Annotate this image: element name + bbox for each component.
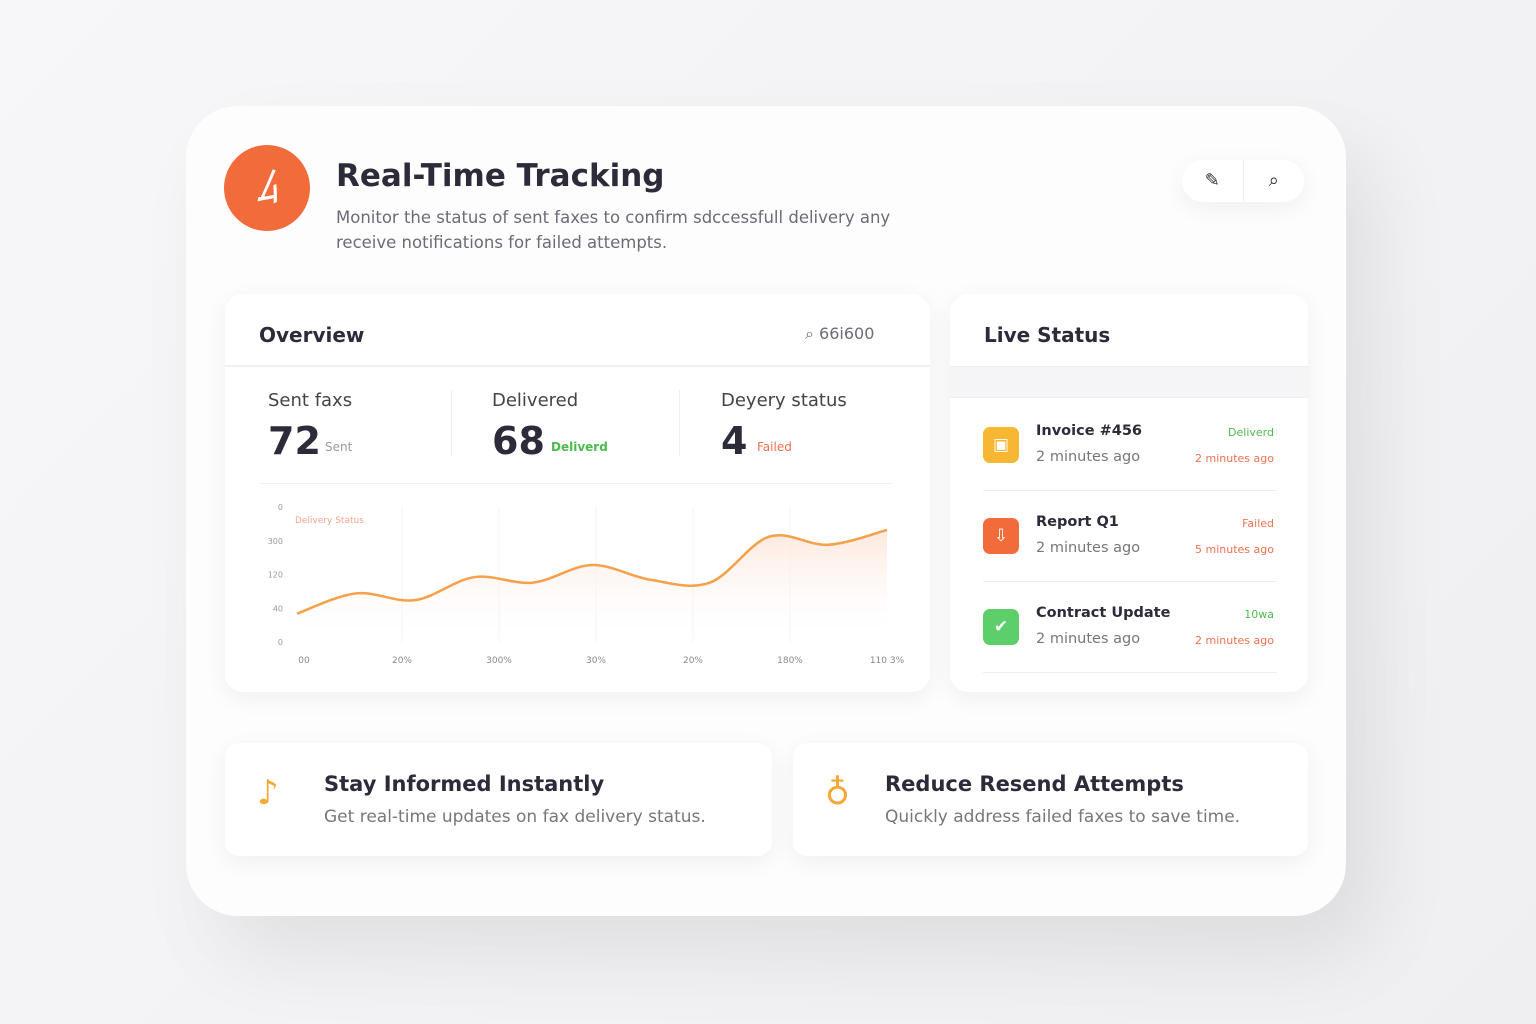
stat-divider	[451, 390, 452, 456]
x-tick-label: 00	[298, 656, 310, 666]
stat-label: Delivered	[492, 390, 579, 411]
line	[296, 528, 888, 615]
feature-text: Get real-time updates on fax delivery st…	[324, 807, 706, 827]
band	[950, 366, 1308, 398]
x-tick-label: 30%	[586, 656, 606, 666]
y-tick-label: 0	[278, 503, 283, 512]
feature-title: Reduce Resend Attempts	[885, 772, 1184, 796]
status-icon: ✔	[983, 609, 1019, 645]
item-status: 10wa	[1244, 608, 1274, 621]
y-tick-label: 300	[268, 537, 283, 546]
status-icon: ▣	[983, 427, 1019, 463]
toolbar: ✎ ⌕	[1182, 160, 1304, 202]
item-status-time: 2 minutes ago	[1195, 634, 1274, 647]
logo: ﾑ	[224, 145, 310, 231]
chart-label: Delivery Status	[295, 516, 364, 526]
x-tick-label: 20%	[392, 656, 412, 666]
stat-divider	[679, 390, 680, 456]
divider	[259, 483, 891, 484]
x-tick-label: 300%	[486, 656, 512, 666]
subtitle: receive notifications for failed attempt…	[336, 233, 668, 252]
item-time: 2 minutes ago	[1036, 449, 1141, 465]
divider	[225, 365, 930, 367]
item-status-time: 5 minutes ago	[1195, 543, 1274, 556]
stat-value: 72	[268, 419, 321, 463]
stat-note: Sent	[325, 440, 353, 454]
overview-title: Overview	[259, 323, 365, 347]
item-divider	[983, 490, 1277, 491]
x-tick-label: 180%	[777, 656, 803, 666]
search-value: 66i600	[819, 324, 875, 343]
feature-icon: ♁	[825, 773, 850, 813]
item-divider	[983, 672, 1277, 673]
y-tick-label: 0	[278, 638, 283, 647]
item-divider	[983, 581, 1277, 582]
stat-value: 4	[721, 419, 748, 463]
status-icon: ⇩	[983, 518, 1019, 554]
y-tick-label: 120	[268, 571, 283, 580]
item-time: 2 minutes ago	[1036, 631, 1141, 647]
item-name: Report Q1	[1036, 514, 1119, 530]
feature-title: Stay Informed Instantly	[324, 772, 605, 796]
feature-icon: ♪	[257, 773, 279, 813]
x-tick-label: 20%	[683, 656, 703, 666]
stat-value: 68	[492, 419, 545, 463]
item-name: Contract Update	[1036, 605, 1171, 621]
overview-search[interactable]: ⌕ 66i600	[805, 324, 875, 343]
x-tick-label: 110 3%	[870, 656, 905, 666]
tool-button[interactable]: ✎	[1182, 160, 1244, 202]
subtitle: Monitor the status of sent faxes to conf…	[336, 208, 891, 227]
area	[297, 529, 887, 642]
feature-text: Quickly address failed faxes to save tim…	[885, 807, 1241, 827]
item-time: 2 minutes ago	[1036, 540, 1141, 556]
feature-card: ♪ Stay Informed Instantly Get real-time up…	[225, 743, 772, 856]
stat-note: Failed	[757, 440, 792, 454]
search-button[interactable]: ⌕	[1268, 170, 1279, 191]
overview-card: Overview ⌕ 66i600 0 300 120 40 0 00 20% 300% 30%…	[225, 294, 930, 692]
item-name: Invoice #456	[1036, 423, 1142, 439]
stat-note: Deliverd	[551, 440, 608, 454]
y-tick-label: 40	[273, 604, 283, 613]
item-status-time: 2 minutes ago	[1195, 452, 1274, 465]
title: Real-Time Tracking	[336, 158, 665, 194]
item-status: Deliverd	[1228, 426, 1274, 439]
stat-label: Sent faxs	[268, 390, 353, 411]
item-status: Failed	[1242, 517, 1274, 530]
live-status-title: Live Status	[984, 323, 1111, 347]
stat-label: Deyery status	[721, 390, 847, 411]
feature-card: ♁ Reduce Resend Attempts Quickly address f…	[793, 743, 1308, 856]
live-status-card: Live Status ▣ Invoice #456 2 minutes ago De…	[950, 294, 1308, 692]
